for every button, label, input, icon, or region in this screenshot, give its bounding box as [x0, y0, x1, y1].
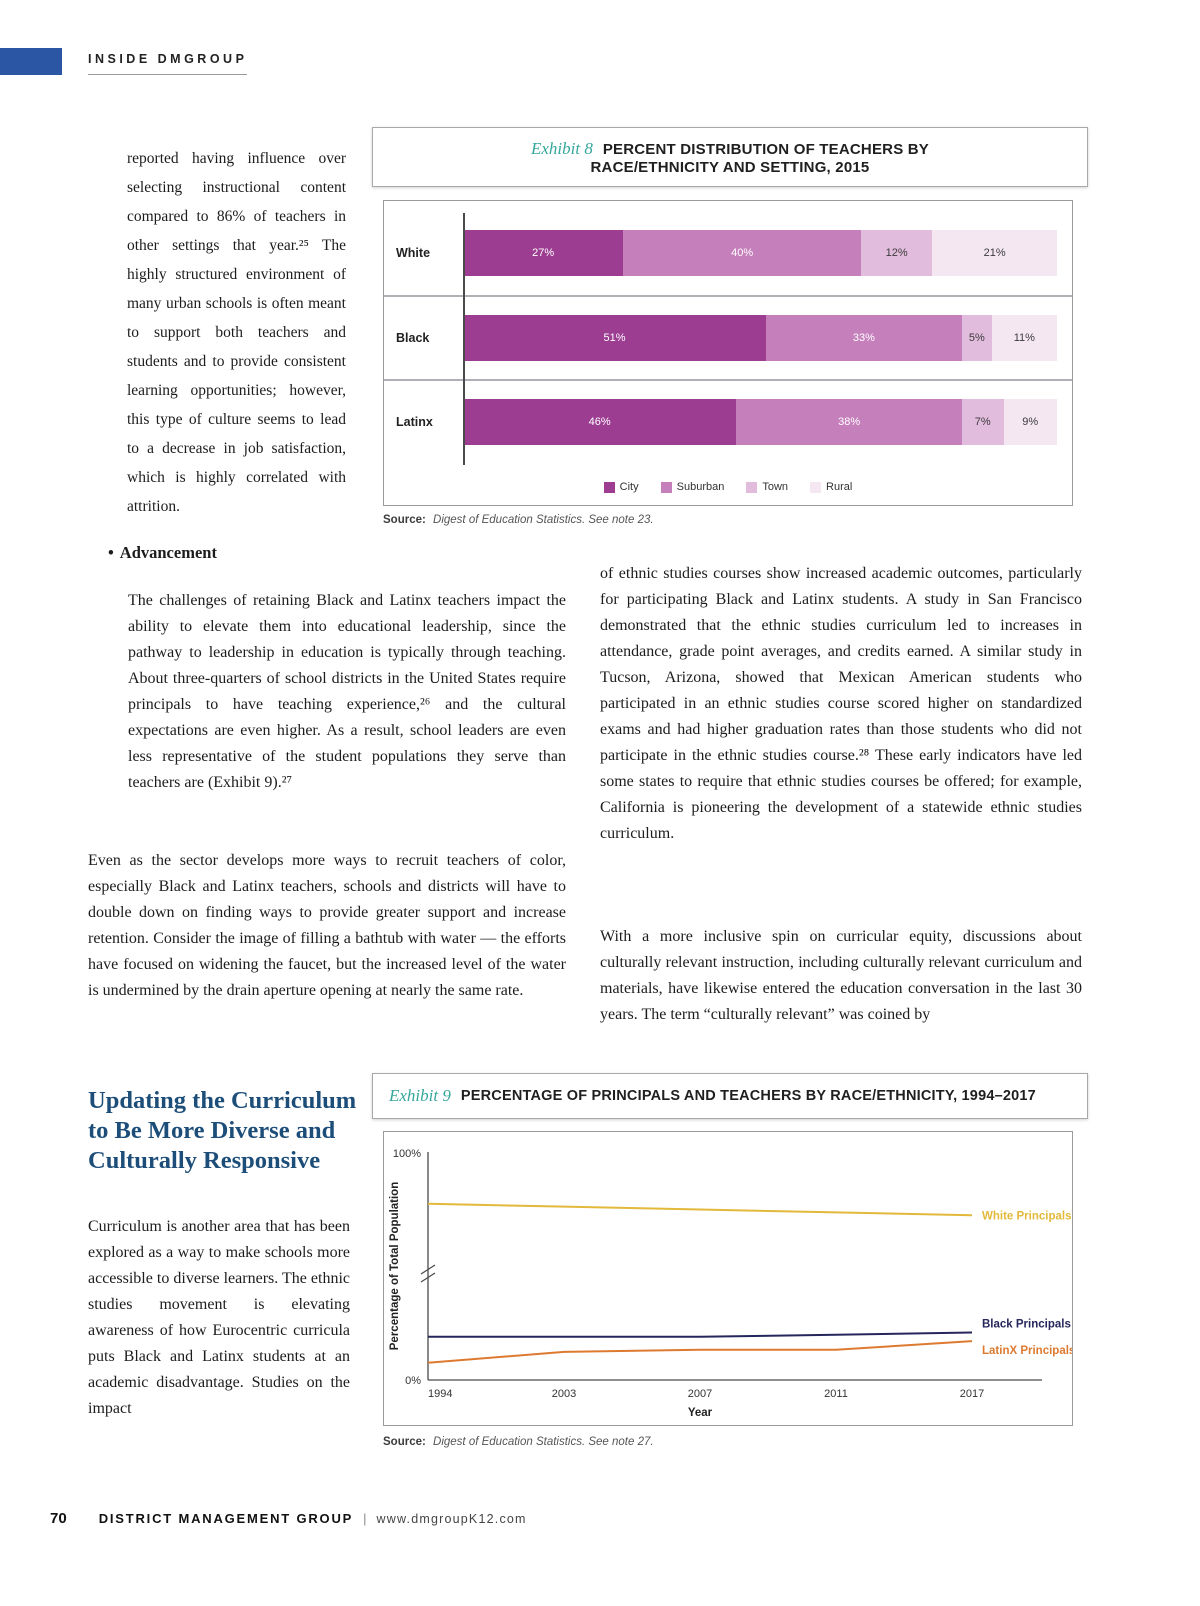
exhibit9-source: Source: Digest of Education Statistics. … — [383, 1436, 654, 1448]
exhibit9-title: PERCENTAGE OF PRINCIPALS AND TEACHERS BY… — [460, 1088, 1036, 1104]
ex8-legend-swatch — [810, 481, 822, 493]
ex8-legend-swatch — [603, 481, 615, 493]
ex8-bar-row: White 27% 40% 12% 21% — [384, 211, 1072, 295]
ex8-legend-swatch — [660, 481, 672, 493]
section-heading: Updating the Curriculum to Be More Diver… — [88, 1087, 357, 1175]
ex9-series-label-black-principals: Black Principals — [982, 1319, 1071, 1331]
ex9-xtick-1994: 1994 — [428, 1388, 452, 1400]
source-label: Source: — [383, 514, 426, 526]
ex9-ytick-100: 100% — [393, 1148, 421, 1160]
ex8-bar-row: Latinx 46% 38% 7% 9% — [384, 379, 1072, 463]
ex8-bar-track: 27% 40% 12% 21% — [463, 230, 1057, 276]
source-label: Source: — [383, 1436, 426, 1448]
ex9-series-line-white-principals — [427, 1202, 973, 1217]
ex8-bar-segment-town: 12% — [860, 230, 933, 276]
ex8-legend-item: Suburban — [660, 481, 725, 493]
ex9-series-line-black-principals — [428, 1331, 973, 1338]
right-column-paragraph-1: of ethnic studies courses show increased… — [600, 565, 1082, 842]
ex8-bar-segment-rural: 9% — [1003, 399, 1057, 445]
exhibit8-title-line1: PERCENT DISTRIBUTION OF TEACHERS BY — [602, 140, 930, 158]
footer-url: www.dmgroupK12.com — [376, 1512, 527, 1526]
ex9-series-label-white-principals: White Principals — [982, 1210, 1071, 1222]
exhibit8-label: Exhibit 8 — [530, 138, 593, 158]
bullet-marker: • — [108, 543, 114, 562]
ex8-bar-segment-suburban: 33% — [765, 315, 962, 361]
ex8-bar-segment-town: 7% — [961, 399, 1004, 445]
ex8-bar-segment-city: 27% — [463, 230, 624, 276]
ex8-legend-label: City — [619, 481, 639, 493]
ex8-bar-track: 46% 38% 7% 9% — [463, 399, 1057, 445]
exhibit9-label: Exhibit 9 — [389, 1086, 451, 1105]
footer-separator: | — [363, 1511, 367, 1526]
ex9-ytick-0: 0% — [405, 1375, 421, 1387]
ex9-xtick-2011: 2011 — [824, 1388, 848, 1400]
exhibit8-bar-rows: White 27% 40% 12% 21% Black 51% 33% 5% 11% Latinx 4… — [384, 211, 1072, 463]
source-text: Digest of Education Statistics. See note… — [433, 1436, 654, 1448]
intro-paragraph: reported having influence over selecting… — [127, 149, 346, 515]
ex8-bar-segment-city: 51% — [463, 315, 766, 361]
ex9-xtick-2003: 2003 — [552, 1388, 576, 1400]
ex8-bar-segment-rural: 11% — [991, 315, 1057, 361]
ex8-bar-track: 51% 33% 5% 11% — [463, 315, 1057, 361]
curriculum-paragraph: Curriculum is another area that has been… — [88, 1218, 350, 1417]
exhibit8-source: Source: Digest of Education Statistics. … — [383, 514, 654, 526]
ex8-legend-item: Town — [746, 481, 788, 493]
ex8-category-label: Black — [396, 331, 430, 345]
exhibit8-title-line2: RACE/ETHNICITY AND SETTING, 2015 — [590, 158, 870, 176]
exhibit8-baseline-axis — [463, 213, 465, 465]
exhibit8-title-box: Exhibit 8 PERCENT DISTRIBUTION OF TEACHE… — [372, 127, 1088, 187]
page-footer: 70 DISTRICT MANAGEMENT GROUP | www.dmgro… — [50, 1510, 527, 1527]
ex8-legend-item: City — [603, 481, 639, 493]
left-column-paragraph: Even as the sector develops more ways to… — [88, 852, 566, 999]
exhibit9-line-chart-svg: 100% 0% 1994 2003 2007 2011 2017 Year Percentage… — [389, 1148, 1075, 1419]
ex8-legend-item: Rural — [810, 481, 852, 493]
ex8-legend-label: Suburban — [676, 481, 725, 493]
ex9-xtick-2007: 2007 — [688, 1388, 712, 1400]
right-column-paragraph-2: With a more inclusive spin on curricular… — [600, 928, 1082, 1023]
exhibit9-title-box: Exhibit 9 PERCENTAGE OF PRINCIPALS AND T… — [372, 1073, 1088, 1119]
exhibit9-chart: 100% 0% 1994 2003 2007 2011 2017 Year Percentage… — [383, 1131, 1075, 1426]
section-eyebrow: INSIDE DMGROUP — [88, 52, 248, 75]
exhibit8-legend: City Suburban Town Rural — [384, 481, 1072, 493]
ex9-xtick-2017: 2017 — [960, 1388, 984, 1400]
ex9-ylabel: Percentage of Total Population — [389, 1182, 401, 1350]
ex9-axis-break-mark — [420, 1264, 436, 1275]
advancement-heading: • Advancement — [108, 543, 568, 563]
exhibit8-title-row: Exhibit 8 PERCENT DISTRIBUTION OF TEACHE… — [531, 139, 929, 159]
advancement-heading-label: Advancement — [119, 543, 217, 562]
source-text: Digest of Education Statistics. See note… — [433, 514, 654, 526]
ex9-axis-break-mark — [420, 1272, 436, 1283]
exhibit8-chart: White 27% 40% 12% 21% Black 51% 33% 5% 11% Latinx 4… — [383, 200, 1073, 506]
ex8-bar-row: Black 51% 33% 5% 11% — [384, 295, 1072, 379]
ex8-legend-swatch — [746, 481, 758, 493]
ex8-bar-segment-rural: 21% — [932, 230, 1057, 276]
ex8-bar-segment-suburban: 40% — [623, 230, 861, 276]
exhibit8-title-row2: RACE/ETHNICITY AND SETTING, 2015 — [591, 159, 870, 176]
ex9-series-label-latinx-principals: LatinX Principals — [982, 1345, 1072, 1357]
ex8-bar-segment-city: 46% — [463, 399, 737, 445]
ex8-bar-segment-suburban: 38% — [736, 399, 962, 445]
header-accent-block — [0, 48, 62, 75]
ex8-legend-label: Rural — [826, 481, 853, 493]
ex9-series-line-latinx-principals — [427, 1340, 973, 1364]
ex8-category-label: White — [396, 246, 431, 260]
ex9-xlabel: Year — [688, 1407, 713, 1419]
ex8-bar-segment-town: 5% — [961, 315, 992, 361]
advancement-paragraph: The challenges of retaining Black and La… — [128, 592, 566, 791]
ex8-legend-label: Town — [762, 481, 789, 493]
footer-org-name: DISTRICT MANAGEMENT GROUP — [98, 1511, 354, 1526]
ex8-category-label: Latinx — [396, 415, 433, 429]
page-number: 70 — [50, 1510, 67, 1527]
